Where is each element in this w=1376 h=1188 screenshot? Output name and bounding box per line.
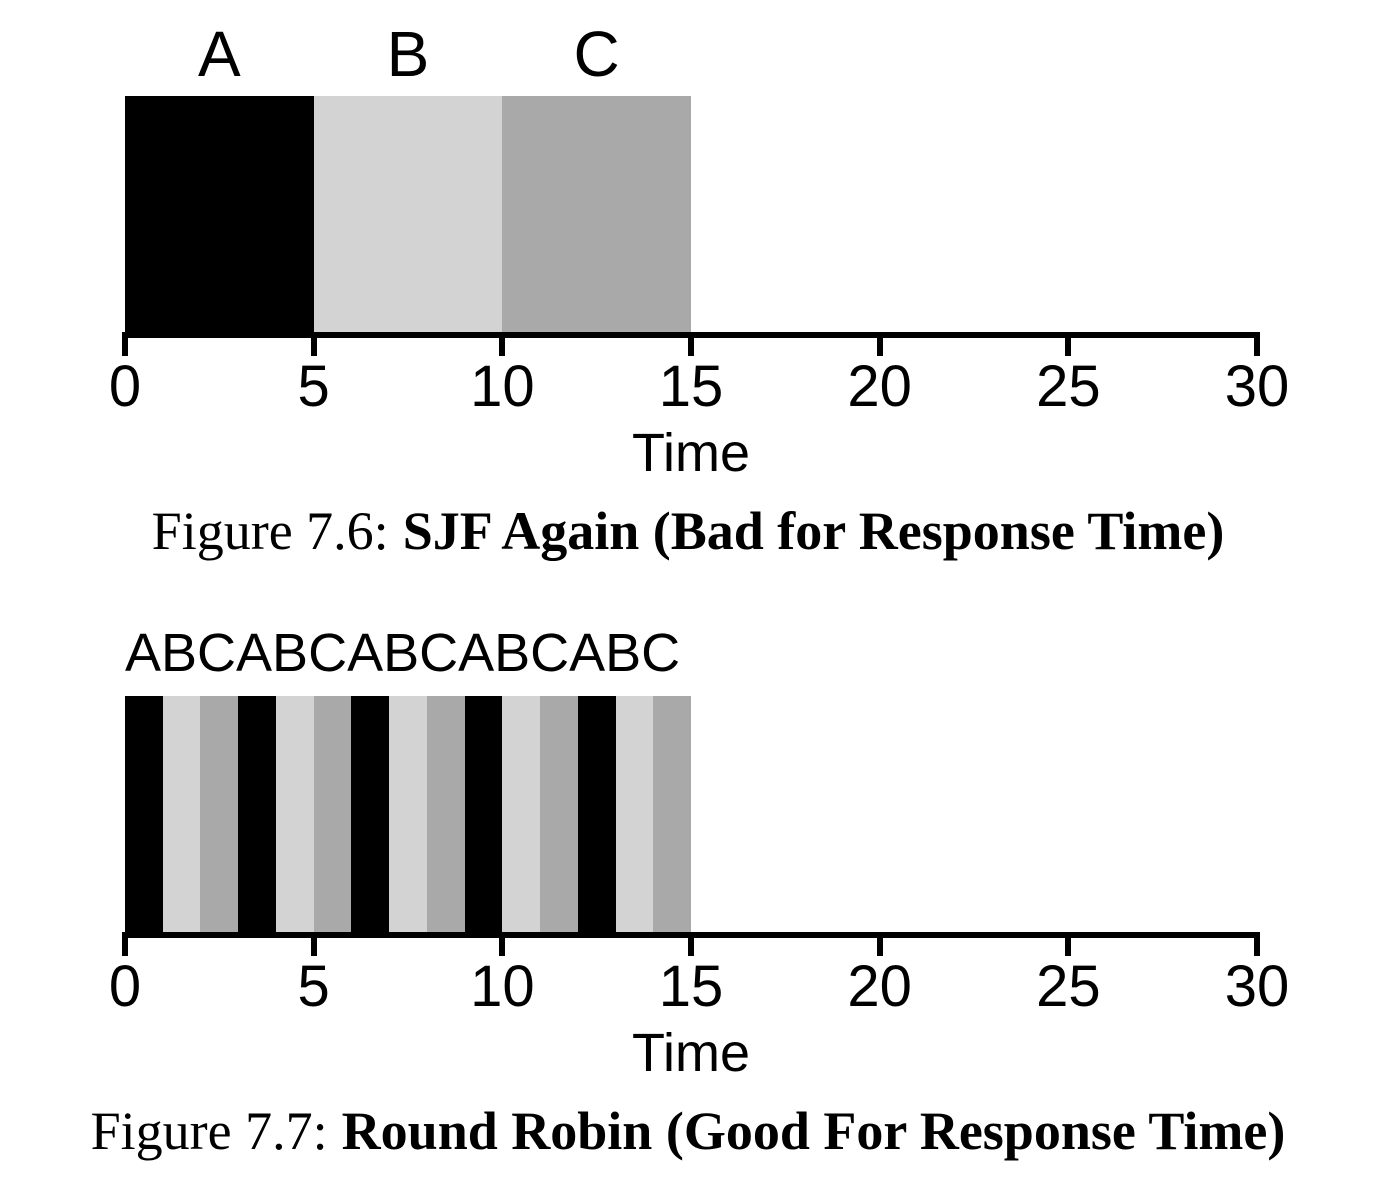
- axis-tick-label: 0: [108, 354, 142, 419]
- caption-title: SJF Again (Bad for Response Time): [402, 501, 1225, 561]
- axis-tick: [1254, 938, 1260, 956]
- axis-tick-label: 0: [108, 954, 142, 1019]
- axis-tick: [310, 938, 317, 956]
- axis-tick-label: 15: [658, 354, 724, 419]
- axis-tick: [876, 338, 883, 356]
- job-segment-A: [125, 96, 314, 332]
- axis-tick: [1254, 338, 1260, 356]
- axis-tick-label: 25: [1036, 354, 1101, 419]
- axis-tick: [1065, 338, 1072, 356]
- x-axis-title: Time: [632, 423, 750, 483]
- plot-area: [125, 96, 1257, 332]
- x-axis-tick-labels: 0 5 10 15 20 25 30: [109, 354, 1289, 419]
- axis-tick: [310, 338, 317, 356]
- axis-tick-label: 10: [470, 354, 535, 419]
- job-segment-B: [389, 696, 427, 932]
- axis-tick: [122, 338, 128, 356]
- axis-tick: [1065, 938, 1072, 956]
- job-label-A: A: [197, 18, 241, 90]
- job-label-C: C: [573, 18, 620, 90]
- caption-number: Figure 7.7:: [90, 1101, 328, 1161]
- job-segment-A: [125, 696, 163, 932]
- caption-number: Figure 7.6:: [151, 501, 389, 561]
- axis-tick: [499, 938, 506, 956]
- x-axis-ticks: [122, 338, 1260, 356]
- job-segment-B: [313, 96, 503, 332]
- x-axis-tick-labels: 0 5 10 15 20 25 30: [109, 954, 1289, 1019]
- job-segment-C: [540, 696, 578, 932]
- job-segment-C: [426, 696, 465, 932]
- job-segment-C: [313, 696, 352, 932]
- axis-tick-label: 20: [847, 354, 912, 419]
- figure-round-robin: ABCABCABCABCABC 0 5 10 15 20 25 30 Time Figure…: [0, 600, 1376, 1188]
- axis-tick: [688, 938, 694, 956]
- job-segment-C: [200, 696, 239, 932]
- job-label-B: B: [386, 18, 430, 90]
- axis-tick-label: 25: [1036, 954, 1101, 1019]
- job-segment-C: [653, 696, 691, 932]
- figure-caption: Figure 7.6: SJF Again (Bad for Response T…: [0, 498, 1376, 566]
- x-axis-title: Time: [632, 1023, 750, 1083]
- axis-tick: [499, 338, 506, 356]
- figure-caption: Figure 7.7: Round Robin (Good For Respons…: [0, 1098, 1376, 1166]
- plot-area: [125, 696, 1257, 932]
- axis-tick-label: 20: [847, 954, 912, 1019]
- axis-tick-label: 30: [1224, 954, 1290, 1019]
- job-segment-B: [502, 696, 541, 932]
- job-segment-B: [162, 696, 201, 932]
- axis-tick: [122, 938, 128, 956]
- x-axis-line: [122, 332, 1260, 338]
- axis-tick-label: 10: [470, 954, 535, 1019]
- axis-tick-label: 15: [658, 954, 724, 1019]
- axis-tick-label: 5: [297, 354, 330, 419]
- x-axis-ticks: [122, 938, 1260, 956]
- schedule-sequence-label: ABCABCABCABCABC: [125, 623, 681, 683]
- job-segment-B: [275, 696, 314, 932]
- axis-tick: [688, 338, 694, 356]
- job-segment-A: [351, 696, 390, 932]
- caption-title: Round Robin (Good For Response Time): [341, 1101, 1286, 1161]
- job-segment-B: [615, 696, 654, 932]
- job-segment-A: [238, 696, 276, 932]
- job-segment-A: [464, 696, 503, 932]
- job-segment-C: [502, 96, 691, 332]
- axis-tick: [876, 938, 883, 956]
- axis-tick-label: 5: [297, 954, 330, 1019]
- axis-tick-label: 30: [1224, 354, 1290, 419]
- x-axis-line: [122, 932, 1260, 938]
- job-segment-A: [577, 696, 616, 932]
